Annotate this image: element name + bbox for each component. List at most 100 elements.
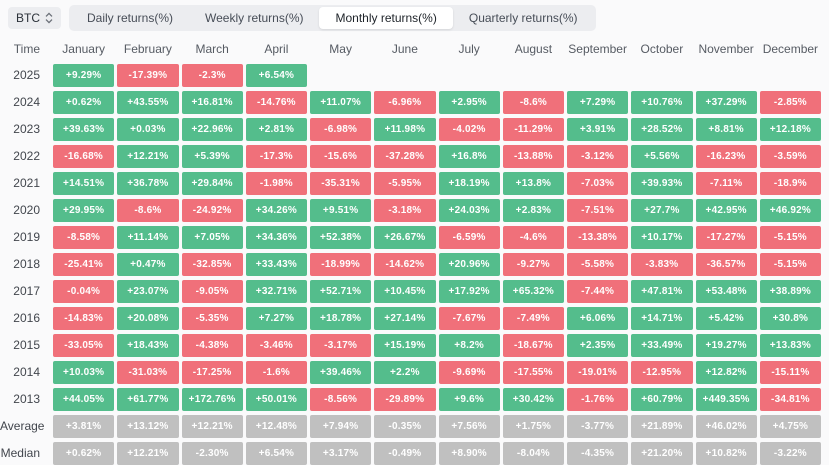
return-cell: +36.78% [117,172,179,195]
return-cell: -13.88% [502,145,564,168]
return-cell: -14.62% [374,253,436,276]
return-cell: +18.19% [438,172,500,195]
return-cell [760,64,821,87]
return-cell: +0.47% [117,253,179,276]
return-cell: -8.6% [117,199,179,222]
return-cell: -3.59% [759,145,821,168]
return-cell: -1.6% [245,361,307,384]
return-cell: +12.82% [695,361,757,384]
return-cell: +27.14% [374,307,436,330]
return-cell: -16.68% [53,145,115,168]
return-cell: -13.38% [567,226,629,249]
return-cell: +65.32% [502,280,564,303]
return-cell: +11.14% [117,226,179,249]
column-header-june: June [391,42,418,56]
return-cell: -3.12% [567,145,629,168]
return-cell: +12.21% [117,442,179,465]
return-cell [503,64,564,87]
return-cell: +11.98% [374,118,436,141]
returns-period-tabs: Daily returns(%) Weekly returns(%) Month… [69,5,596,31]
return-cell: -17.55% [502,361,564,384]
return-cell: +8.2% [438,334,500,357]
return-cell: -4.6% [502,226,564,249]
return-cell: +27.7% [631,199,693,222]
return-cell [631,64,692,87]
return-cell: -3.46% [245,334,307,357]
return-cell: +10.76% [631,91,693,114]
return-cell: +7.56% [438,415,500,438]
return-cell: +39.93% [631,172,693,195]
return-cell: -5.15% [759,226,821,249]
row-label-2016: 2016 [13,311,40,325]
tab-weekly-returns[interactable]: Weekly returns(%) [205,11,304,25]
return-cell: +0.62% [53,442,115,465]
return-cell: -9.69% [438,361,500,384]
return-cell: +22.96% [181,118,243,141]
tab-monthly-returns[interactable]: Monthly returns(%) [319,7,453,29]
row-label-2017: 2017 [13,284,40,298]
return-cell: +6.54% [245,64,307,87]
return-cell: -8.6% [502,91,564,114]
return-cell: +39.63% [53,118,115,141]
return-cell: -3.83% [631,253,693,276]
return-cell: -2.85% [759,91,821,114]
return-cell: +2.35% [567,334,629,357]
return-cell: -8.58% [53,226,115,249]
return-cell: +34.36% [245,226,307,249]
return-cell: -31.03% [117,361,179,384]
return-cell: -34.81% [759,388,821,411]
column-header-march: March [195,42,229,56]
return-cell: +20.08% [117,307,179,330]
return-cell: +16.8% [438,145,500,168]
return-cell: +449.35% [695,388,757,411]
return-cell: +34.26% [245,199,307,222]
return-cell: +18.78% [310,307,372,330]
return-cell: +8.90% [438,442,500,465]
return-cell: +47.81% [631,280,693,303]
return-cell: -24.92% [181,199,243,222]
symbol-label: BTC [16,11,40,25]
return-cell: -18.99% [310,253,372,276]
returns-heatmap: 2025 +9.29% -17.39% -2.3% +6.54% 2024 +0.62% +4… [0,64,821,465]
return-cell: +7.05% [181,226,243,249]
return-cell: -7.51% [567,199,629,222]
return-cell: -17.25% [181,361,243,384]
return-cell: +11.07% [310,91,372,114]
column-header-july: July [458,42,480,56]
return-cell: -3.18% [374,199,436,222]
return-cell: +32.71% [245,280,307,303]
return-cell: +39.46% [310,361,372,384]
return-cell: +24.03% [438,199,500,222]
return-cell: -35.31% [310,172,372,195]
return-cell: -7.11% [695,172,757,195]
return-cell: +2.2% [374,361,436,384]
return-cell: -17.27% [695,226,757,249]
row-label-2023: 2023 [13,122,40,136]
return-cell: +13.8% [502,172,564,195]
return-cell: -5.35% [181,307,243,330]
tab-daily-returns[interactable]: Daily returns(%) [87,11,174,25]
return-cell: +29.84% [181,172,243,195]
symbol-select[interactable]: BTC [8,7,61,29]
return-cell: +1.75% [502,415,564,438]
toolbar: BTC Daily returns(%) Weekly returns(%) M… [0,0,829,35]
return-cell: +19.27% [695,334,757,357]
return-cell: -33.05% [53,334,115,357]
table-header-row: Time January February March April May June July… [0,41,821,57]
return-cell: +33.49% [631,334,693,357]
return-cell: -12.95% [631,361,693,384]
return-cell: -18.67% [502,334,564,357]
return-cell: -8.04% [502,442,564,465]
return-cell: +12.48% [245,415,307,438]
return-cell: +60.79% [631,388,693,411]
return-cell: +38.89% [759,280,821,303]
return-cell: +172.76% [181,388,243,411]
tab-quarterly-returns[interactable]: Quarterly returns(%) [468,11,578,25]
return-cell: -0.35% [374,415,436,438]
return-cell: +15.19% [374,334,436,357]
return-cell: -4.38% [181,334,243,357]
return-cell: -1.76% [567,388,629,411]
return-cell: -15.6% [310,145,372,168]
return-cell: +46.92% [759,199,821,222]
return-cell: -4.02% [438,118,500,141]
